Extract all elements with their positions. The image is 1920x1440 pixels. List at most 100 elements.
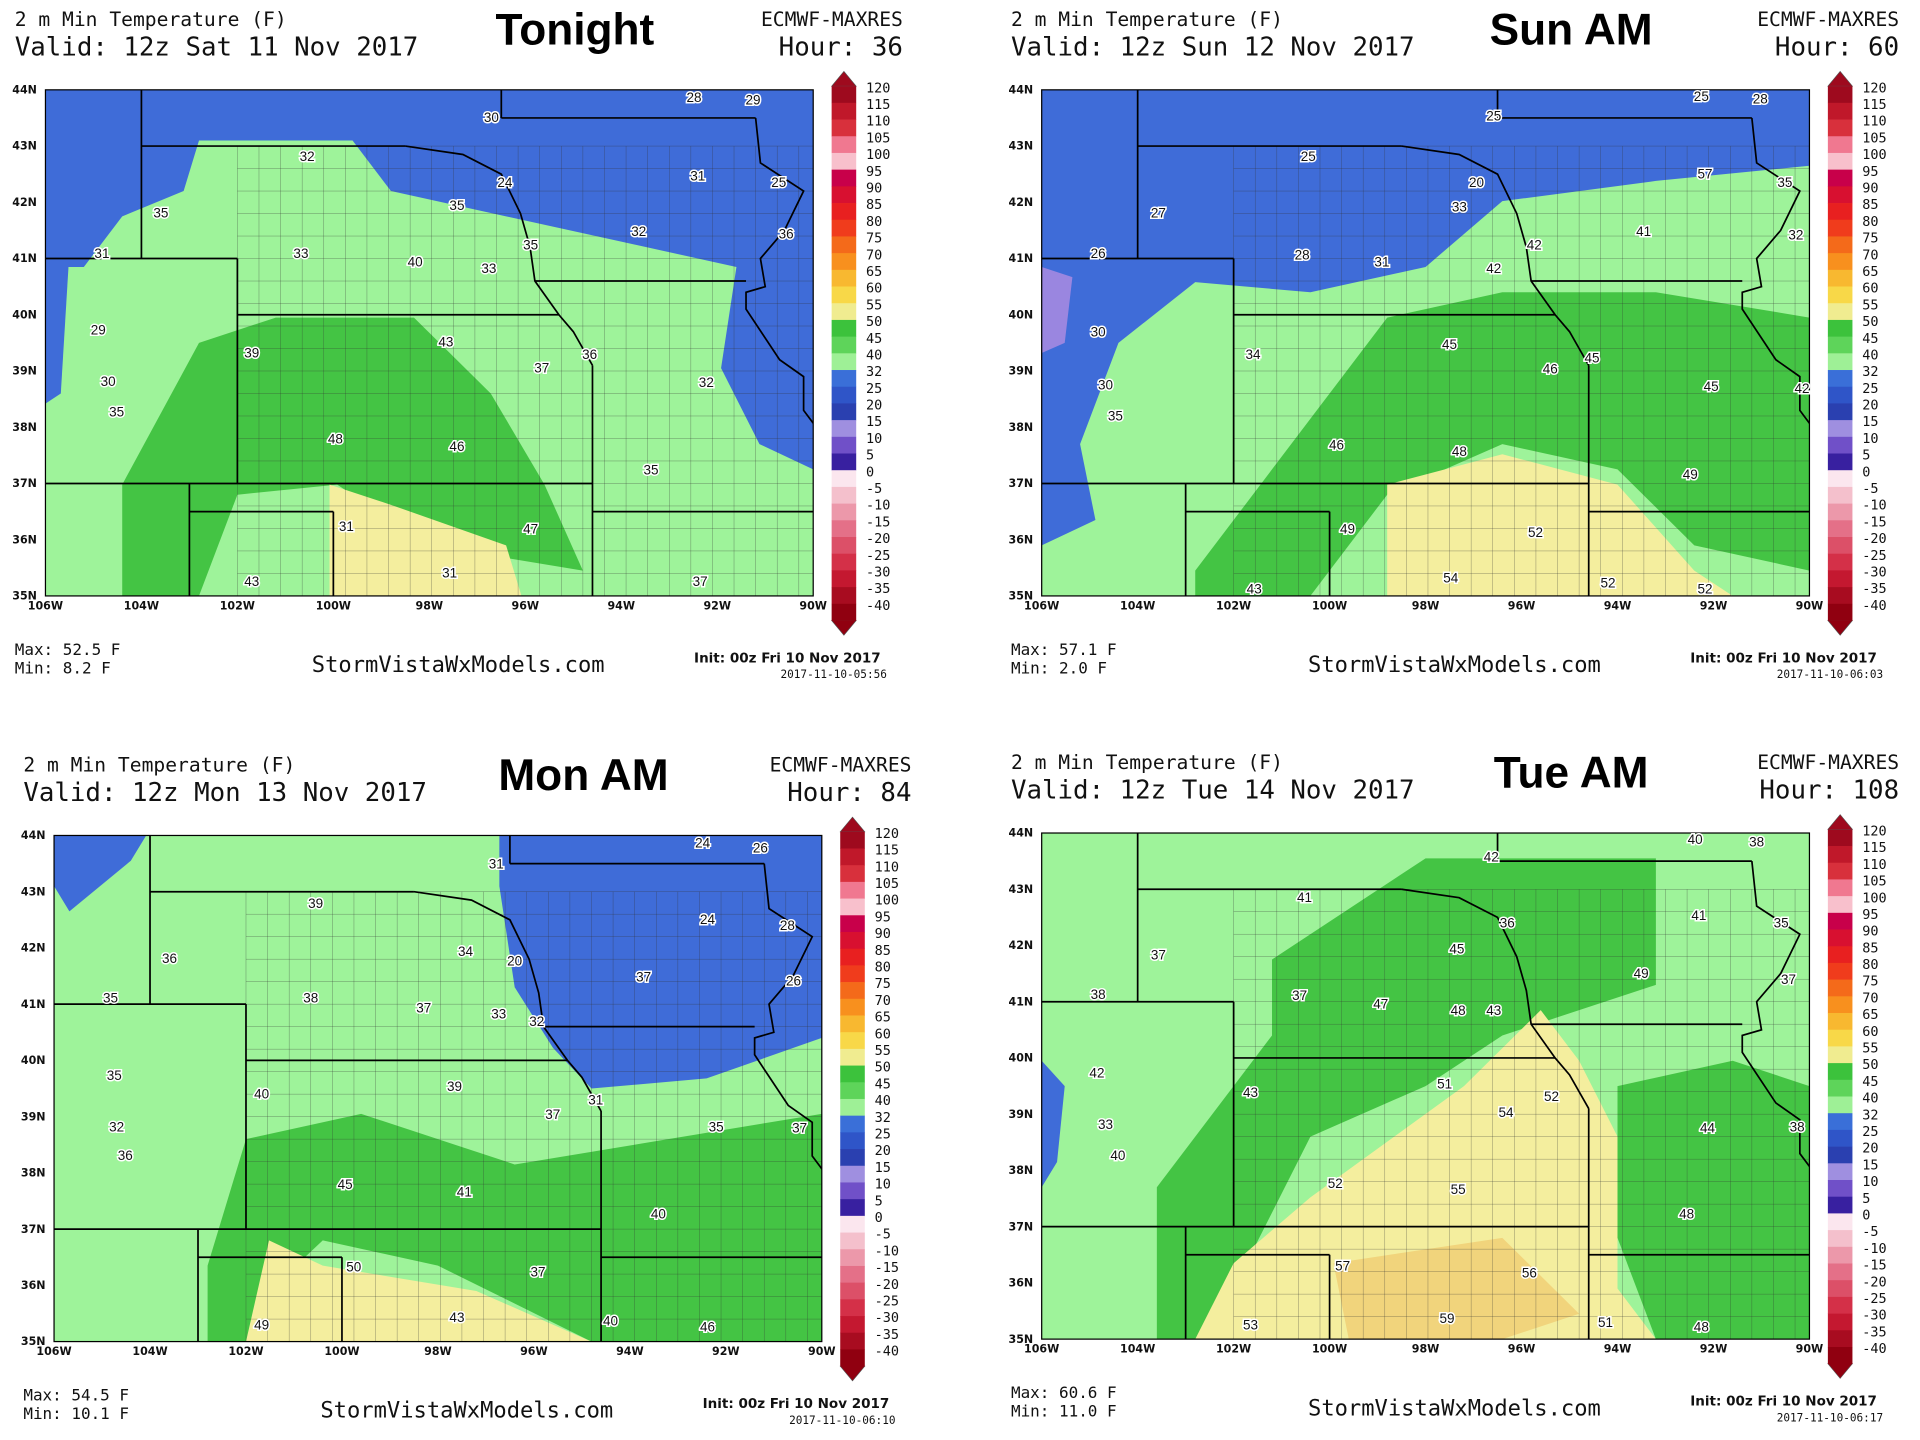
colorbar-swatch xyxy=(840,1249,865,1267)
colorbar-swatch xyxy=(840,1098,865,1117)
colorbar-label: 105 xyxy=(866,130,890,146)
colorbar-swatch xyxy=(1827,1230,1853,1248)
point-value: 47 xyxy=(523,521,538,536)
valid-time: Valid: 12z Sun 12 Nov 2017 xyxy=(1011,32,1415,62)
point-value: 24 xyxy=(695,836,711,851)
colorbar-label: -30 xyxy=(875,1310,899,1326)
colorbar-swatch xyxy=(840,1115,865,1133)
colorbar-swatch xyxy=(1827,1196,1853,1214)
colorbar-swatch xyxy=(1827,203,1853,221)
colorbar-label: 100 xyxy=(1862,147,1886,163)
colorbar-label: 55 xyxy=(1862,297,1878,313)
lon-label: 106W xyxy=(1024,1343,1059,1356)
map-panel: 2 m Min Temperature (F)Valid: 12z Sat 11… xyxy=(12,5,903,681)
colorbar-swatch xyxy=(831,253,857,271)
colorbar-swatch xyxy=(831,336,857,354)
point-value: 32 xyxy=(631,224,646,239)
colorbar-swatch xyxy=(1827,1346,1853,1365)
colorbar-label: 55 xyxy=(1862,1041,1878,1057)
colorbar-swatch xyxy=(1827,587,1853,605)
colorbar-swatch xyxy=(831,169,857,187)
point-value: 35 xyxy=(1774,916,1789,931)
timestamp: 2017-11-10-06:03 xyxy=(1777,668,1883,681)
lat-label: 38N xyxy=(1009,421,1034,434)
point-value: 26 xyxy=(1091,246,1106,261)
colorbar-label: 85 xyxy=(875,943,891,959)
point-value: 30 xyxy=(484,110,499,125)
colorbar-label: 120 xyxy=(1862,823,1886,839)
point-value: 40 xyxy=(603,1314,618,1329)
point-value: 45 xyxy=(1584,351,1599,366)
point-value: 41 xyxy=(457,1185,472,1200)
lat-label: 41N xyxy=(21,998,46,1011)
colorbar-swatch xyxy=(840,898,865,916)
point-value: 41 xyxy=(1691,908,1706,923)
colorbar-label: 0 xyxy=(1862,464,1870,480)
point-value: 41 xyxy=(1297,890,1312,905)
colorbar-swatch xyxy=(1827,1079,1853,1097)
colorbar-label: 32 xyxy=(866,364,882,380)
colorbar-label: 90 xyxy=(866,180,882,196)
colorbar-label: 95 xyxy=(1862,907,1878,923)
point-value: 43 xyxy=(1243,1085,1258,1100)
colorbar-label: 25 xyxy=(875,1127,891,1143)
point-value: 37 xyxy=(531,1264,546,1279)
colorbar-swatch xyxy=(1827,537,1853,555)
colorbar-swatch xyxy=(831,403,857,421)
colorbar-swatch xyxy=(1827,86,1853,104)
colorbar-label: 85 xyxy=(866,197,882,213)
colorbar-swatch xyxy=(1827,1146,1853,1164)
point-value: 43 xyxy=(1247,581,1262,596)
colorbar-swatch xyxy=(1827,370,1853,388)
colorbar-swatch xyxy=(840,948,865,966)
colorbar-swatch xyxy=(840,1065,865,1083)
point-value: 28 xyxy=(1753,91,1768,106)
state-border xyxy=(413,890,602,1112)
point-value: 36 xyxy=(779,226,794,241)
colorbar-label: 15 xyxy=(1862,1157,1878,1173)
lat-label: 40N xyxy=(21,1054,46,1067)
colorbar-swatch xyxy=(840,931,865,950)
point-value: 46 xyxy=(1329,438,1344,453)
point-value: 31 xyxy=(339,519,354,534)
colorbar-label: 25 xyxy=(866,381,882,397)
point-value: 33 xyxy=(481,261,496,276)
point-value: 38 xyxy=(1790,1120,1805,1135)
point-value: 31 xyxy=(94,246,109,261)
colorbar-swatch xyxy=(831,503,857,521)
colorbar-label: -15 xyxy=(866,514,890,530)
point-value: 37 xyxy=(1292,988,1307,1003)
lat-label: 43N xyxy=(1009,883,1034,896)
lat-label: 35N xyxy=(1009,1333,1034,1346)
colorbar-swatch xyxy=(1827,862,1853,880)
temp-region xyxy=(1387,454,1733,596)
state-border xyxy=(1741,117,1810,425)
lon-label: 90W xyxy=(799,599,827,612)
point-value: 33 xyxy=(1452,199,1467,214)
colorbar-label: 15 xyxy=(866,414,882,430)
colorbar-label: -25 xyxy=(1862,548,1886,564)
site-name: StormVistaWxModels.com xyxy=(320,1398,613,1424)
colorbar-swatch xyxy=(831,203,857,221)
colorbar-label: 25 xyxy=(1862,1124,1878,1140)
point-value: 40 xyxy=(254,1086,269,1101)
state-border xyxy=(745,117,814,425)
colorbar-swatch xyxy=(831,486,857,504)
colorbar-label: 100 xyxy=(1862,890,1886,906)
colorbar-swatch xyxy=(1827,453,1853,471)
point-value: 43 xyxy=(449,1310,464,1325)
lat-label: 40N xyxy=(1009,308,1034,321)
colorbar-cap xyxy=(830,620,857,636)
map-panel: 2 m Min Temperature (F)Valid: 12z Sun 12… xyxy=(1009,5,1900,681)
colorbar-label: 120 xyxy=(866,80,890,96)
colorbar-label: 110 xyxy=(1862,114,1886,130)
colorbar-swatch xyxy=(831,436,857,454)
colorbar-label: 20 xyxy=(1862,1141,1878,1157)
lat-label: 42N xyxy=(21,942,46,955)
colorbar-label: 95 xyxy=(866,164,882,180)
colorbar-label: 75 xyxy=(875,976,891,992)
colorbar-label: 90 xyxy=(1862,180,1878,196)
colorbar-cap xyxy=(830,70,857,87)
colorbar-label: 95 xyxy=(875,909,891,925)
lat-label: 43N xyxy=(1009,140,1034,153)
